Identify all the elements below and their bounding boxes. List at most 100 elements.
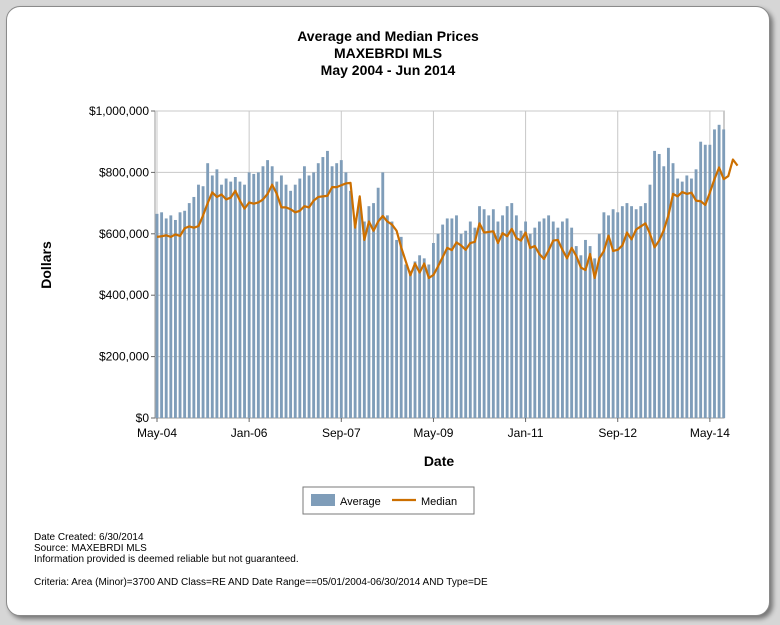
average-bar — [408, 270, 412, 418]
average-bar — [413, 261, 417, 418]
legend: Average Median — [302, 486, 475, 515]
average-bar — [284, 184, 288, 418]
average-bar — [220, 184, 223, 418]
y-tick-label: $1,000,000 — [89, 104, 149, 118]
average-bar — [468, 221, 472, 418]
average-bar — [505, 206, 509, 418]
average-bar — [289, 190, 293, 418]
average-bar — [174, 219, 177, 418]
average-bar — [270, 166, 274, 418]
average-bar — [404, 264, 408, 418]
average-bar — [256, 172, 260, 418]
average-bar — [542, 218, 546, 418]
average-bar — [385, 215, 389, 418]
average-bar — [574, 246, 578, 418]
average-bar — [441, 224, 445, 418]
average-bar — [602, 212, 606, 418]
average-bar — [570, 227, 574, 418]
median-line — [156, 158, 739, 280]
average-bar — [717, 124, 721, 418]
average-bar — [330, 166, 334, 418]
average-bar — [722, 129, 726, 419]
average-bar — [427, 264, 431, 418]
average-bar — [551, 221, 555, 418]
average-bar — [422, 258, 426, 418]
average-bar — [487, 215, 491, 418]
average-bar — [307, 175, 311, 418]
average-bar — [514, 215, 518, 418]
average-bar — [639, 206, 643, 418]
average-bar — [648, 184, 652, 418]
average-bar — [713, 129, 716, 419]
average-bar — [496, 221, 500, 418]
source-note: Source: MAXEBRDI MLS — [34, 543, 147, 554]
average-bar — [252, 173, 256, 418]
average-bar — [183, 210, 187, 418]
average-bar — [657, 153, 661, 419]
average-bar — [690, 178, 693, 418]
average-bar — [206, 163, 210, 418]
average-bar — [399, 236, 403, 418]
average-bar — [243, 184, 246, 418]
average-bar — [160, 212, 164, 418]
chart-title-line-3: May 2004 - Jun 2014 — [321, 62, 456, 78]
average-bar — [537, 221, 541, 418]
criteria-note: Criteria: Area (Minor)=3700 AND Class=RE… — [34, 577, 488, 588]
average-bar — [459, 233, 463, 418]
average-bar — [229, 181, 233, 418]
average-bar — [233, 177, 237, 418]
x-tick-label: Sep-12 — [598, 426, 637, 440]
average-bar — [238, 181, 242, 418]
average-bar — [685, 175, 689, 418]
average-bar — [275, 181, 279, 418]
average-bar — [436, 233, 440, 418]
average-bar — [597, 233, 601, 418]
average-bar — [607, 215, 610, 418]
chart-title-line-2: MAXEBRDI MLS — [334, 45, 442, 61]
x-tick-label: May-09 — [413, 426, 453, 440]
x-axis-ticks: May-04 Jan-06 Sep-07 May-09 Jan-11 Sep-12 May-… — [137, 418, 730, 440]
y-axis-ticks: $0 $200,000 $400,000 $600,000 $800,000 $1,000… — [89, 104, 155, 425]
average-bar — [584, 239, 587, 418]
average-bar — [593, 258, 597, 418]
average-bar — [676, 178, 680, 418]
average-bar — [321, 157, 325, 419]
average-bar — [224, 178, 228, 418]
x-tick-label: Jan-06 — [231, 426, 268, 440]
average-bar — [565, 218, 569, 418]
x-tick-label: May-14 — [690, 426, 730, 440]
y-axis-label: Dollars — [38, 241, 54, 289]
y-tick-label: $600,000 — [99, 227, 149, 241]
y-tick-label: $800,000 — [99, 165, 149, 179]
average-bar — [671, 163, 675, 418]
average-bar — [634, 209, 638, 418]
y-tick-label: $200,000 — [99, 350, 149, 364]
average-bar — [579, 255, 583, 418]
x-tick-label: Sep-07 — [322, 426, 361, 440]
average-bar — [662, 166, 666, 418]
average-bar — [335, 163, 339, 418]
average-bar — [372, 203, 375, 418]
average-bar — [643, 203, 647, 418]
average-bar — [611, 209, 615, 418]
average-bar — [381, 172, 385, 418]
average-bar — [178, 212, 182, 418]
average-bar — [708, 144, 712, 418]
average-bar — [164, 218, 168, 418]
average-bar — [556, 227, 560, 418]
x-tick-label: Jan-11 — [508, 426, 544, 440]
average-bar — [418, 255, 422, 418]
average-bar — [247, 172, 251, 418]
average-bar — [561, 221, 564, 418]
average-bar — [215, 169, 219, 418]
average-bar — [588, 246, 592, 418]
average-bar — [519, 230, 523, 418]
legend-label-median: Median — [421, 496, 457, 508]
average-bar — [376, 187, 380, 418]
average-bar — [528, 233, 532, 418]
average-bar — [197, 184, 200, 418]
average-bar — [473, 227, 477, 418]
average-bar — [353, 218, 357, 418]
average-bar — [630, 206, 633, 418]
